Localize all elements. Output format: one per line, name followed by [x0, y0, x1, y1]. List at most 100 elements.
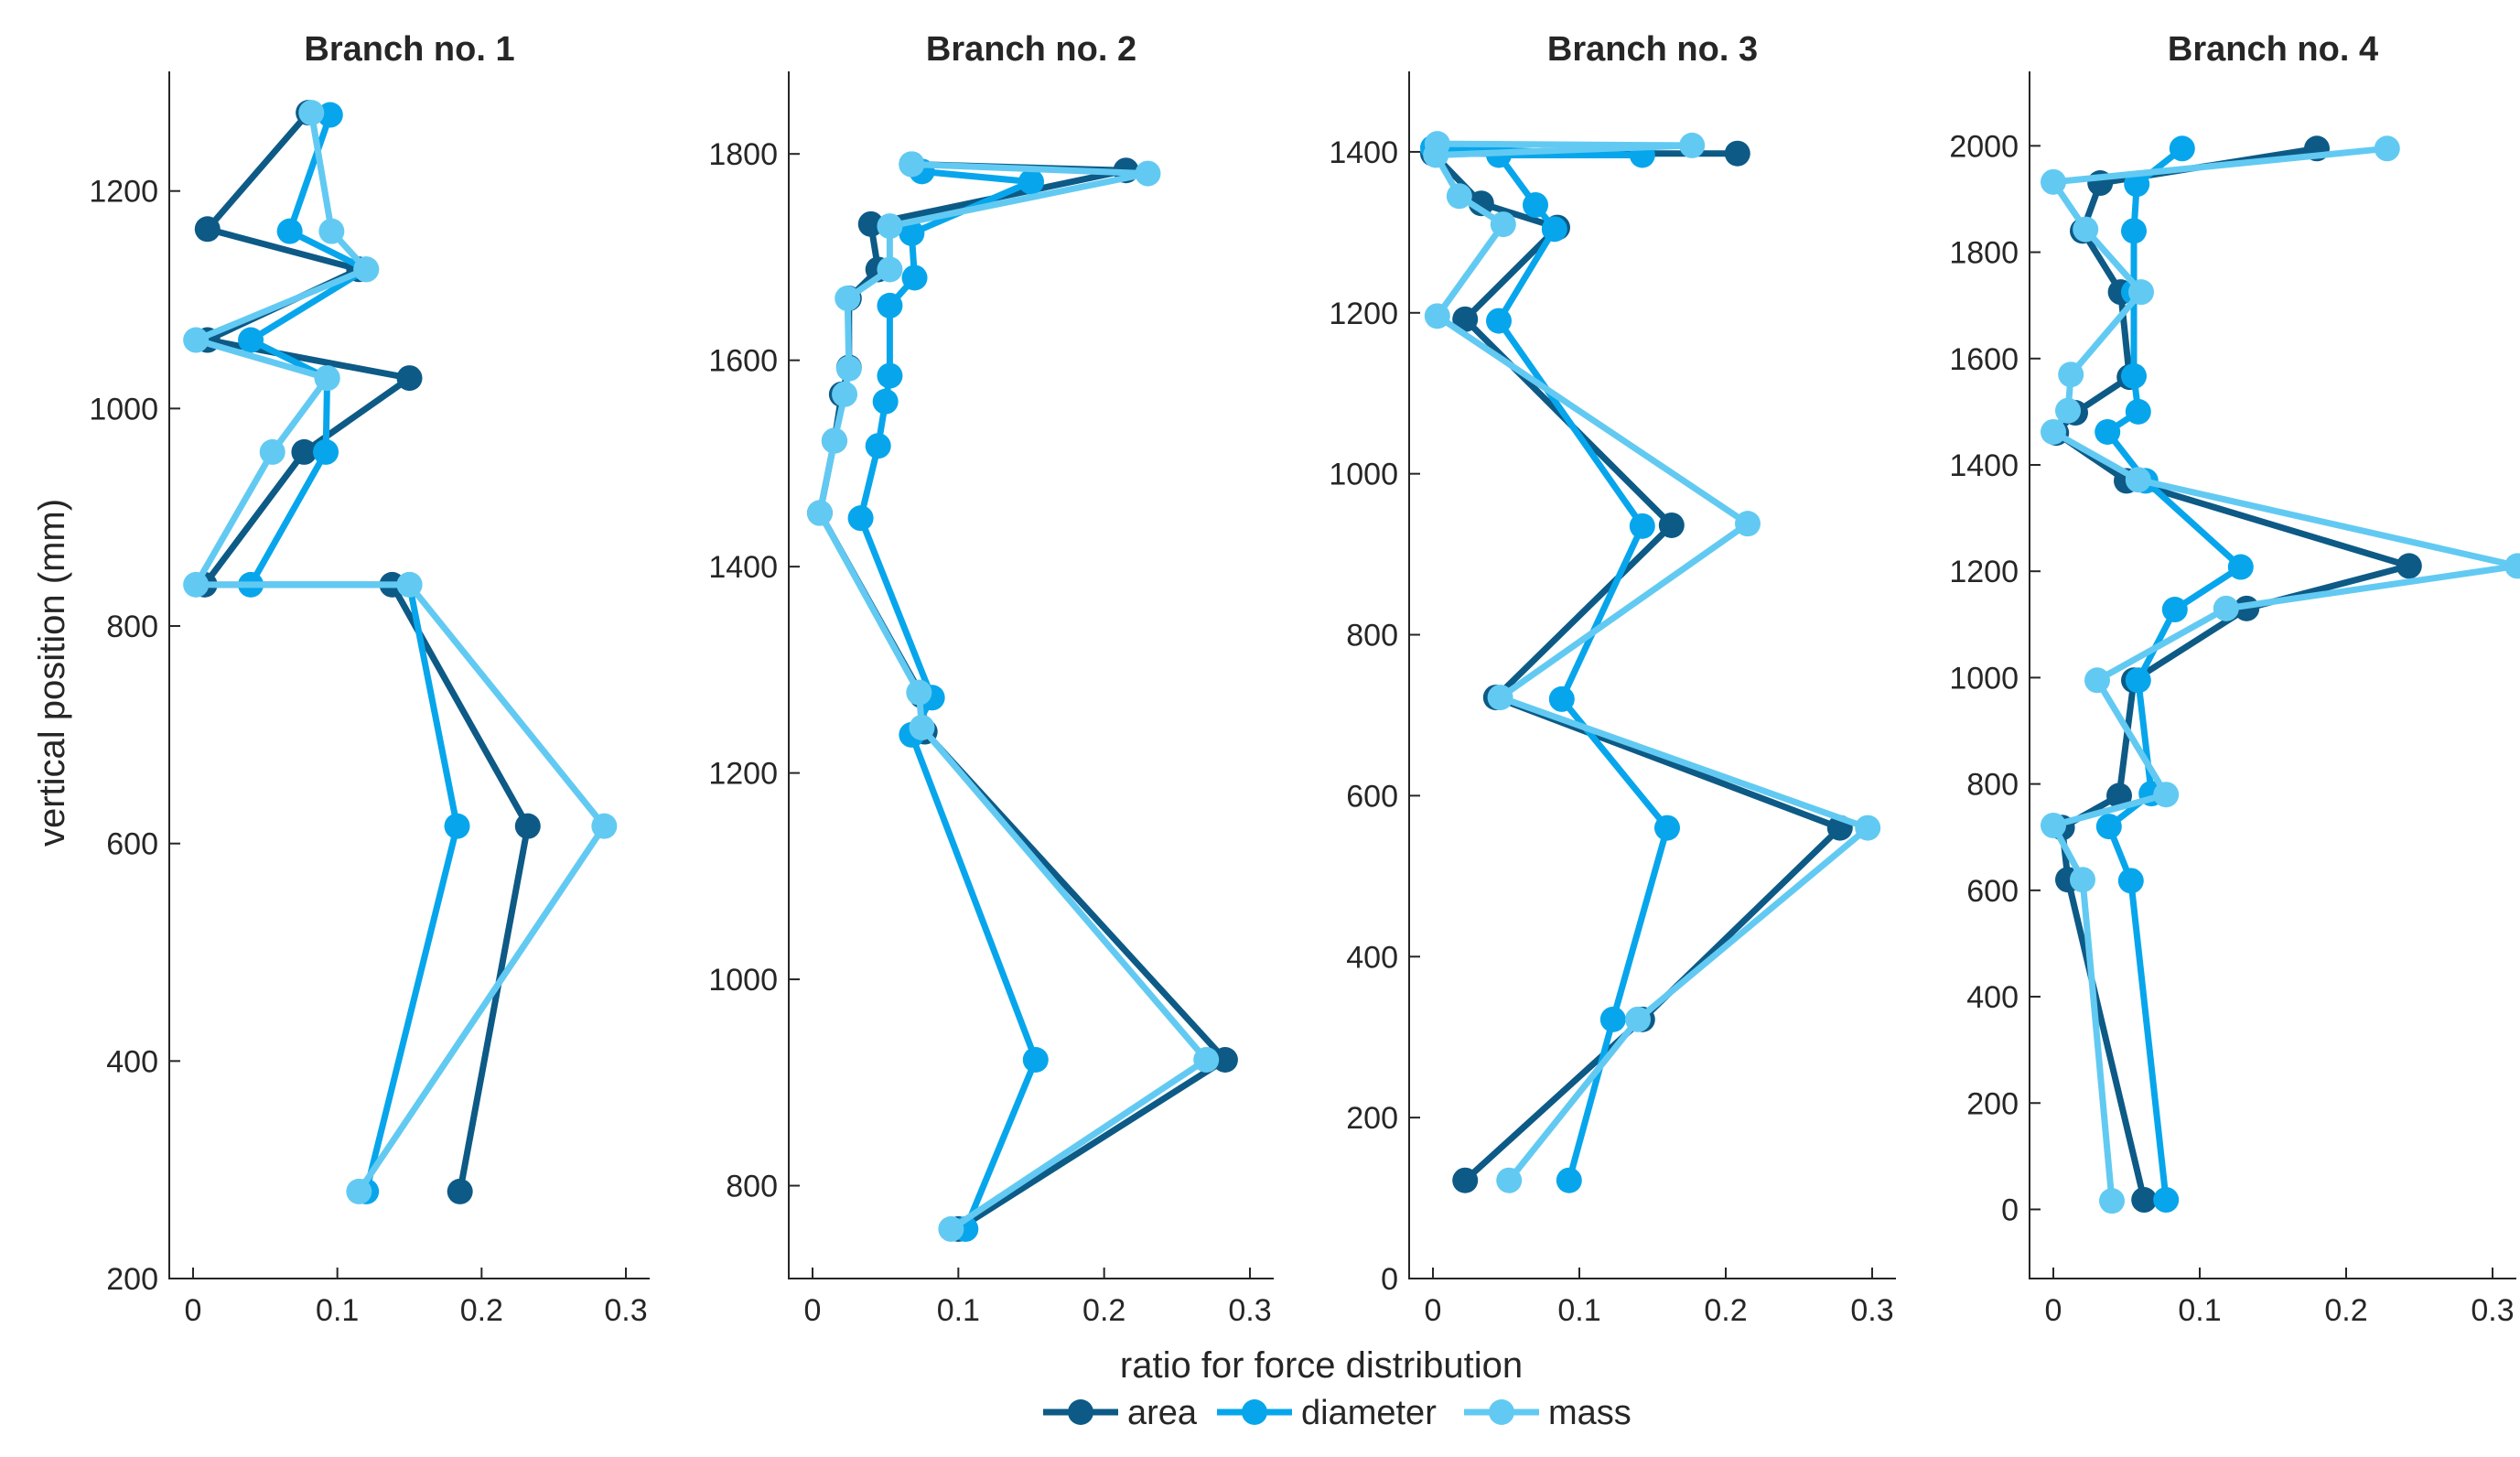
y-tick-label: 800: [1966, 768, 2019, 803]
data-point-mass: [2213, 595, 2239, 621]
y-tick-label: 200: [106, 1262, 158, 1297]
panel-2: Branch no. 2 800 1000 1200 1400 1600 1800 0 0.1 0…: [708, 30, 1274, 1328]
data-point-diameter: [2124, 171, 2150, 198]
y-tick-label: 1400: [1949, 448, 2019, 483]
legend-label: mass: [1548, 1394, 1632, 1432]
x-tick-label: 0.3: [1850, 1293, 1893, 1328]
y-tick-label: 200: [1346, 1101, 1398, 1136]
x-tick-label: 0.2: [2324, 1293, 2367, 1328]
data-point-mass: [318, 218, 345, 244]
data-point-mass: [298, 100, 325, 126]
data-point-diameter: [1541, 216, 1567, 243]
y-tick-label: 1000: [1329, 458, 1398, 492]
data-point-diameter: [444, 813, 470, 839]
data-point-diameter: [872, 388, 899, 415]
y-tick-label: 1400: [708, 550, 778, 585]
data-point-mass: [183, 571, 210, 598]
data-point-diameter: [317, 102, 343, 128]
data-point-diameter: [1548, 685, 1575, 712]
y-tick-label: 1000: [89, 392, 158, 426]
data-point-area: [1452, 1167, 1479, 1193]
y-tick-label: 1600: [708, 344, 778, 379]
data-point-mass: [346, 1178, 372, 1204]
data-point-diameter: [2121, 218, 2147, 244]
series-diameter: [847, 151, 1049, 1242]
panel-title: Branch no. 4: [2168, 30, 2378, 69]
x-tick-label: 0: [1425, 1293, 1442, 1328]
data-point-mass: [314, 365, 340, 392]
legend-item-mass: mass: [1464, 1394, 1632, 1432]
axes-frame: [788, 71, 1274, 1279]
series-line-area: [816, 161, 1229, 1232]
data-point-mass: [2504, 553, 2520, 579]
y-tick-label: 400: [1346, 940, 1398, 975]
data-point-area: [396, 365, 423, 392]
data-point-area: [1212, 1047, 1238, 1074]
data-point-diameter: [238, 327, 264, 353]
y-tick-label: 1200: [708, 757, 778, 792]
x-tick-label: 0.2: [1082, 1293, 1125, 1328]
data-point-mass: [2041, 418, 2066, 445]
series-line-diameter: [247, 113, 460, 1193]
data-point-mass: [938, 1215, 964, 1242]
data-point-diameter: [2227, 554, 2254, 580]
data-point-area: [1724, 140, 1750, 167]
data-point-mass: [1135, 160, 1161, 187]
data-point-mass: [2058, 362, 2084, 388]
data-point-mass: [877, 213, 903, 240]
data-point-diameter: [313, 438, 339, 465]
y-tick-label: 1800: [708, 137, 778, 172]
y-tick-label: 400: [106, 1044, 158, 1079]
data-point-mass: [1625, 1006, 1651, 1032]
x-tick-label: 0.1: [937, 1293, 980, 1328]
data-point-diameter: [899, 220, 925, 246]
data-point-mass: [2070, 867, 2095, 893]
data-point-diameter: [1556, 1167, 1582, 1193]
y-tick-label: 1800: [1949, 236, 2019, 271]
panel-title: Branch no. 3: [1547, 30, 1758, 69]
y-tick-label: 800: [726, 1170, 778, 1204]
data-point-diameter: [877, 362, 903, 389]
data-point-area: [291, 438, 318, 465]
y-tick-label: 1200: [1329, 297, 1398, 331]
x-tick-label: 0: [804, 1293, 822, 1328]
data-point-mass: [2153, 782, 2180, 808]
data-point-mass: [835, 355, 862, 382]
data-point-area: [194, 216, 221, 243]
data-point-diameter: [2125, 398, 2151, 425]
data-point-diameter: [1599, 1006, 1626, 1032]
y-tick-label: 1200: [1949, 555, 2019, 589]
legend: area diameter mass: [1043, 1394, 1632, 1432]
data-point-mass: [2099, 1188, 2125, 1214]
y-axis-label: vertical position (mm): [32, 499, 72, 847]
data-point-diameter: [865, 433, 891, 459]
y-tick-label: 800: [106, 610, 158, 644]
data-point-mass: [259, 438, 285, 465]
data-point-diameter: [2161, 597, 2188, 623]
data-point-diameter: [1022, 1047, 1049, 1074]
panel-title: Branch no. 1: [304, 30, 514, 69]
data-point-mass: [2055, 397, 2081, 424]
y-tick-label: 1200: [89, 175, 158, 210]
series-mass: [806, 151, 1220, 1242]
data-point-mass: [2125, 467, 2151, 493]
series-line-mass: [192, 112, 608, 1193]
x-tick-label: 0.2: [460, 1293, 503, 1328]
data-point-diameter: [877, 292, 903, 318]
data-point-diameter: [2121, 362, 2147, 389]
y-tick-label: 200: [1966, 1086, 2019, 1121]
series-area: [1420, 140, 1853, 1193]
data-point-mass: [835, 286, 861, 312]
data-point-diameter: [847, 505, 874, 532]
axes-frame: [168, 71, 650, 1279]
panel-4: Branch no. 4 0 200 400 600 800 1000 1200 1400 160…: [1949, 30, 2520, 1328]
panel-3: Branch no. 3 0 200 400 600 800 1000 1200 1400 0 0.…: [1329, 30, 1896, 1328]
data-point-area: [1452, 306, 1479, 332]
x-tick-label: 0: [2045, 1293, 2062, 1328]
x-tick-label: 0.1: [2178, 1293, 2221, 1328]
x-axis-label: ratio for force distribution: [1120, 1345, 1523, 1386]
x-tick-label: 0.3: [604, 1293, 647, 1328]
data-point-diameter: [1654, 815, 1680, 841]
data-point-mass: [2374, 135, 2400, 162]
x-tick-label: 0.3: [2471, 1293, 2514, 1328]
